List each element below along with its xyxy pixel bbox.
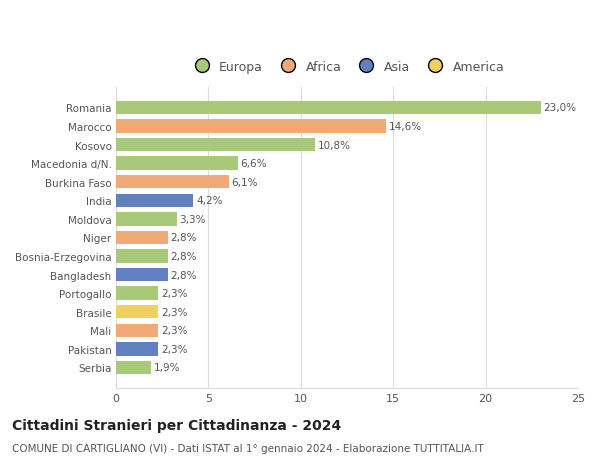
Bar [116, 231, 167, 245]
Text: 2,3%: 2,3% [161, 325, 188, 336]
Text: 2,8%: 2,8% [170, 233, 197, 243]
Text: 2,8%: 2,8% [170, 270, 197, 280]
Text: 23,0%: 23,0% [544, 103, 577, 113]
Text: 6,6%: 6,6% [241, 159, 267, 169]
Bar [116, 176, 229, 189]
Bar [116, 305, 158, 319]
Text: 3,3%: 3,3% [179, 214, 206, 224]
Bar [116, 361, 151, 374]
Text: 14,6%: 14,6% [388, 122, 422, 132]
Bar [116, 139, 316, 152]
Bar [116, 120, 386, 134]
Bar [116, 324, 158, 337]
Text: COMUNE DI CARTIGLIANO (VI) - Dati ISTAT al 1° gennaio 2024 - Elaborazione TUTTIT: COMUNE DI CARTIGLIANO (VI) - Dati ISTAT … [12, 443, 484, 453]
Text: 4,2%: 4,2% [196, 196, 223, 206]
Text: 10,8%: 10,8% [318, 140, 351, 150]
Text: 2,3%: 2,3% [161, 344, 188, 354]
Bar [116, 213, 177, 226]
Text: 2,3%: 2,3% [161, 307, 188, 317]
Text: 2,8%: 2,8% [170, 252, 197, 261]
Text: 2,3%: 2,3% [161, 288, 188, 298]
Bar [116, 287, 158, 300]
Bar [116, 250, 167, 263]
Bar [116, 194, 193, 207]
Bar [116, 101, 541, 115]
Text: 6,1%: 6,1% [232, 177, 258, 187]
Bar [116, 342, 158, 356]
Text: Cittadini Stranieri per Cittadinanza - 2024: Cittadini Stranieri per Cittadinanza - 2… [12, 418, 341, 432]
Legend: Europa, Africa, Asia, America: Europa, Africa, Asia, America [187, 58, 507, 76]
Text: 1,9%: 1,9% [154, 363, 180, 373]
Bar [116, 157, 238, 170]
Bar [116, 268, 167, 282]
